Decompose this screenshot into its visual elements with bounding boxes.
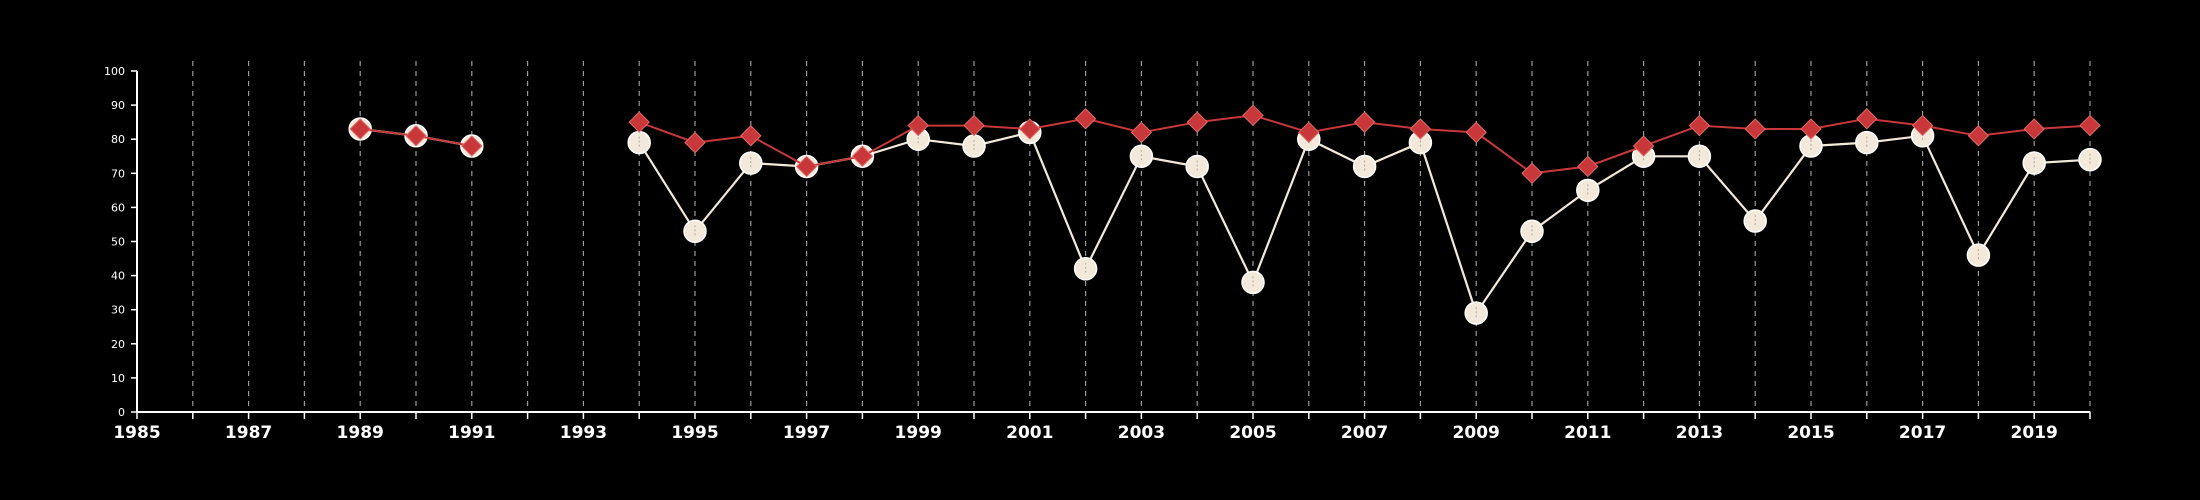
gridlines bbox=[192, 61, 2091, 412]
x-tick-label: 1989 bbox=[337, 423, 384, 443]
diamond-marker bbox=[963, 114, 985, 137]
x-tick-label: 2013 bbox=[1676, 423, 1723, 443]
diamond-marker bbox=[1353, 111, 1376, 133]
series-layer bbox=[348, 104, 2102, 325]
x-tick-label: 1991 bbox=[448, 423, 495, 443]
diamond-marker bbox=[405, 125, 427, 147]
diamond-marker bbox=[684, 131, 706, 154]
y-tick-label: 100 bbox=[104, 65, 125, 78]
diamond-marker bbox=[740, 125, 762, 147]
x-tick-label: 2005 bbox=[1229, 423, 1276, 443]
x-tick-label: 1997 bbox=[783, 423, 830, 443]
x-tick-label: 1987 bbox=[225, 423, 272, 443]
diamond-marker bbox=[1242, 104, 1264, 127]
circle-marker bbox=[1966, 243, 1991, 267]
x-tick-label: 2019 bbox=[2011, 423, 2058, 443]
x-tick-label: 2011 bbox=[1564, 423, 1611, 443]
y-tick-label: 0 bbox=[118, 406, 125, 419]
x-tick-label: 2015 bbox=[1787, 423, 1834, 443]
y-tick-label: 70 bbox=[111, 167, 125, 180]
diamond-marker bbox=[1521, 162, 1543, 185]
diamond-marker bbox=[907, 114, 929, 137]
x-tick-label: 2003 bbox=[1118, 423, 1165, 443]
diamond-marker bbox=[1632, 135, 1655, 157]
y-tick-label: 10 bbox=[111, 372, 125, 385]
y-tick-label: 60 bbox=[111, 201, 125, 214]
circle-series bbox=[348, 117, 2102, 325]
diamond-marker bbox=[461, 135, 483, 157]
diamond-marker bbox=[1130, 121, 1153, 144]
y-tick-label: 90 bbox=[111, 99, 125, 112]
diamond-marker bbox=[2023, 118, 2045, 140]
y-tick-label: 30 bbox=[111, 304, 125, 317]
diamond-marker bbox=[1465, 121, 1487, 144]
y-tick-label: 50 bbox=[111, 236, 125, 249]
diamond-marker bbox=[2079, 114, 2101, 137]
diamond-marker bbox=[1800, 118, 1822, 140]
diamond-marker bbox=[851, 145, 874, 167]
y-tick-label: 20 bbox=[111, 338, 125, 351]
x-tick-label: 2001 bbox=[1006, 423, 1053, 443]
diamond-marker bbox=[1074, 108, 1097, 130]
x-tick-label: 1999 bbox=[895, 423, 942, 443]
diamond-marker bbox=[1019, 118, 1041, 140]
x-tick-label: 1985 bbox=[113, 423, 160, 443]
diamond-marker bbox=[349, 118, 371, 140]
diamond-marker bbox=[1186, 111, 1208, 133]
diamond-marker bbox=[1744, 118, 1766, 140]
x-tick-label: 2017 bbox=[1899, 423, 1946, 443]
diamond-marker bbox=[1298, 121, 1320, 144]
diamond-marker bbox=[1688, 114, 1711, 137]
x-tick-label: 2007 bbox=[1341, 423, 1388, 443]
diamond-marker bbox=[1409, 118, 1432, 140]
x-tick-label: 2009 bbox=[1453, 423, 1500, 443]
x-tick-label: 1995 bbox=[671, 423, 718, 443]
diamond-marker bbox=[628, 111, 650, 133]
y-tick-label: 40 bbox=[111, 270, 125, 283]
y-tick-label: 80 bbox=[111, 133, 125, 146]
diamond-marker bbox=[1967, 125, 1990, 147]
diamond-marker bbox=[1577, 155, 1599, 178]
axes: 0 10 20 30 40 50 60 70 80 90 100 1985 1987 1989 1991 19… bbox=[104, 65, 2091, 443]
x-tick-label: 1993 bbox=[560, 423, 607, 443]
diamond-marker bbox=[795, 155, 818, 178]
diamond-series bbox=[349, 104, 2101, 185]
diamond-marker bbox=[1856, 108, 1878, 130]
diamond-marker bbox=[1911, 114, 1934, 137]
